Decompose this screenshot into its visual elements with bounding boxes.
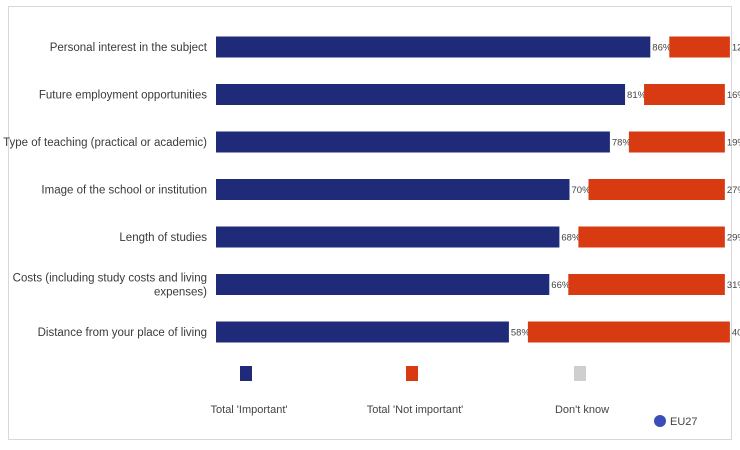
- category-label: Type of teaching (practical or academic): [3, 137, 207, 149]
- category-label: Personal interest in the subject: [50, 42, 208, 54]
- data-label-not-important: 27%: [727, 185, 740, 196]
- data-label-important: 81%: [627, 90, 647, 101]
- data-label-important: 66%: [551, 280, 571, 291]
- bar-not-important: [588, 179, 725, 200]
- bar-important: [216, 36, 651, 58]
- bar-not-important: [644, 84, 725, 105]
- bar-important: [216, 179, 570, 200]
- bar-important: [216, 321, 509, 343]
- legend-swatch: [574, 366, 586, 381]
- category-label: Costs (including study costs and living e…: [13, 273, 207, 299]
- data-label-not-important: 12%: [732, 43, 740, 54]
- data-label-not-important: 16%: [727, 90, 740, 101]
- data-label-important: 86%: [652, 43, 672, 54]
- legend-label: Don't know: [555, 404, 609, 416]
- chart-frame: [8, 6, 732, 440]
- bar-not-important: [568, 274, 725, 295]
- data-label-important: 68%: [561, 233, 581, 244]
- data-label-not-important: 29%: [727, 233, 740, 244]
- legend-swatch: [240, 366, 252, 381]
- category-label: Distance from your place of living: [38, 327, 207, 339]
- category-label: Length of studies: [119, 232, 207, 244]
- data-label-not-important: 40%: [732, 328, 740, 339]
- legend-label: Total 'Important': [211, 404, 288, 416]
- legend-swatch: [406, 366, 418, 381]
- bar-not-important: [628, 131, 725, 153]
- data-label-important: 78%: [612, 138, 632, 149]
- data-label-not-important: 31%: [727, 280, 740, 291]
- legend-label: Total 'Not important': [367, 404, 464, 416]
- data-label-important: 58%: [511, 328, 531, 339]
- category-label: Image of the school or institution: [41, 185, 207, 197]
- bar-not-important: [527, 321, 730, 343]
- bar-important: [216, 84, 626, 105]
- bar-important: [216, 226, 560, 248]
- bar-important: [216, 274, 550, 295]
- eu-globe-icon: [654, 415, 666, 427]
- bar-not-important: [669, 36, 730, 58]
- region-badge-label: EU27: [670, 416, 698, 428]
- category-label: Future employment opportunities: [39, 90, 207, 102]
- data-label-not-important: 19%: [727, 138, 740, 149]
- data-label-important: 70%: [572, 185, 592, 196]
- bar-not-important: [578, 226, 725, 248]
- bar-important: [216, 131, 610, 153]
